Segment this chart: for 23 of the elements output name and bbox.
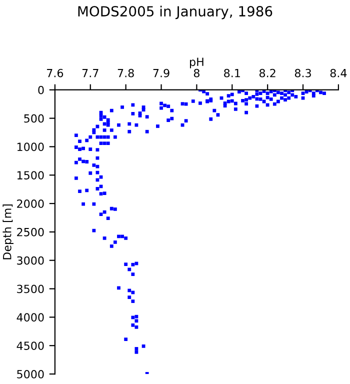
y-tick-label: 2500 (17, 228, 44, 236)
y-tick-label: 1000 (17, 142, 44, 152)
x-tick-label: 8 (194, 68, 200, 78)
x-tick-label: 8.3 (294, 68, 311, 78)
y-tick-label: 4000 (16, 313, 44, 322)
y-tick-label: 3500 (17, 284, 44, 294)
x-tick-label: 7.8 (118, 68, 134, 78)
x-tick-label: 7.6 (47, 68, 64, 78)
x-tick-label: 8.1 (224, 68, 240, 78)
x-tick-label: 7.7 (82, 69, 98, 78)
x-tick-label: 7.9 (153, 68, 170, 78)
x-axis-title: pH (190, 58, 204, 68)
y-tick-label: 4500 (16, 342, 44, 350)
y-axis-title: Depth [m] (2, 204, 14, 260)
x-tick-label: 8.4 (330, 68, 347, 78)
x-tick-label: 8.2 (259, 68, 276, 78)
y-tick-label: 3000 (17, 256, 44, 265)
y-tick-label: 500 (24, 114, 44, 123)
y-tick-label: 1500 (17, 171, 44, 180)
y-tick-label: 2000 (17, 199, 44, 208)
y-tick-label: 5000 (17, 370, 44, 378)
y-tick-label: 0 (38, 86, 44, 94)
chart-title: MODS2005 in January, 1986 (78, 6, 272, 20)
